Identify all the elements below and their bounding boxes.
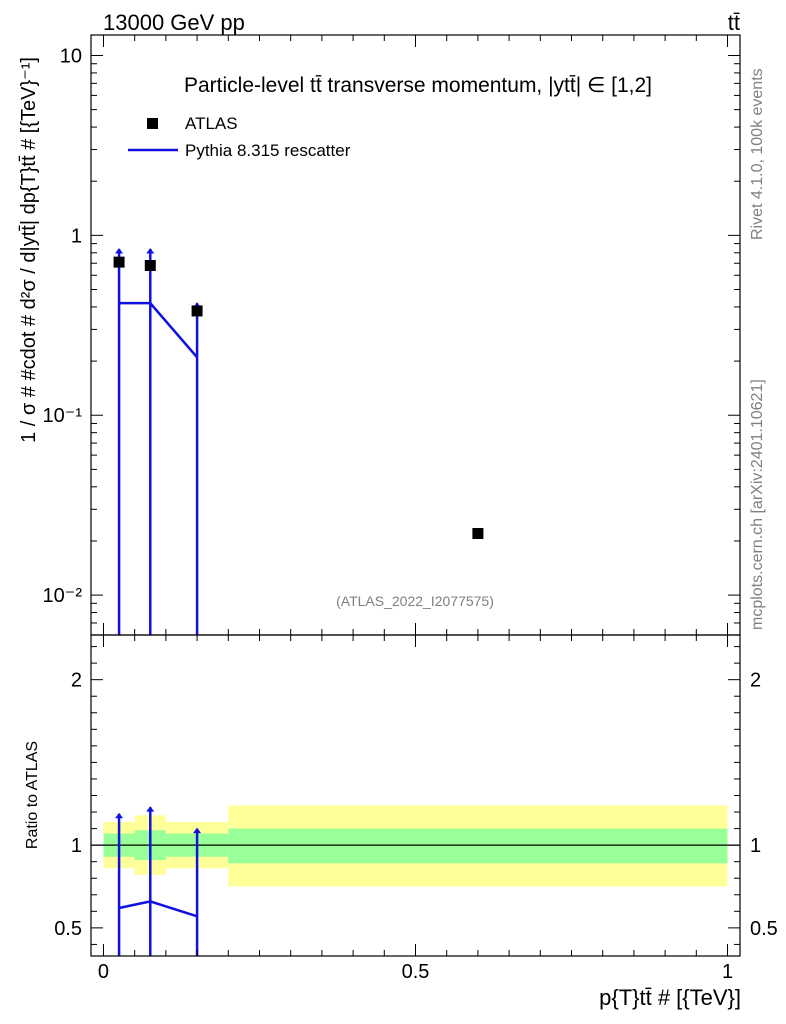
header-left: 13000 GeV pp	[103, 10, 245, 35]
pythia-error-cap	[146, 248, 155, 254]
ratio-error-cap	[193, 827, 202, 834]
main-y-tick-label: 10⁻¹	[43, 405, 83, 427]
main-panel: 10 1 10⁻¹ 10⁻² Particle-level tt̄ transvers…	[18, 34, 741, 636]
x-axis-label: p{T}tt̄ # [{TeV}]	[599, 985, 741, 1010]
ratio-y-tick-label-right: 0.5	[750, 918, 778, 940]
main-y-tick-label: 10⁻²	[43, 585, 83, 607]
atlas-data-point	[191, 305, 203, 317]
main-y-tick-label: 1	[71, 225, 82, 247]
ratio-frame	[90, 634, 741, 957]
ratio-y-tick-label-right: 2	[750, 670, 761, 692]
header-right: tt̄	[728, 10, 740, 35]
atlas-data-point	[113, 256, 125, 268]
ratio-y-tick-label: 1	[71, 835, 82, 857]
ratio-y-axis-label: Ratio to ATLAS	[24, 741, 41, 849]
atlas-data-point	[472, 528, 484, 540]
analysis-watermark: (ATLAS_2022_I2077575)	[336, 593, 494, 609]
ratio-ticks: 0.5 0.5 1 1 2 2 0 0.5 1	[54, 635, 778, 983]
ratio-panel: 0.5 0.5 1 1 2 2 0 0.5 1 Ratio to ATLAS p{T}tt̄ #…	[24, 634, 778, 1010]
legend-pythia-label: Pythia 8.315 rescatter	[185, 141, 351, 160]
rivet-version-label: Rivet 4.1.0, 100k events	[749, 68, 766, 240]
ratio-series	[115, 806, 202, 956]
chart-title: Particle-level tt̄ transverse momentum, …	[184, 74, 652, 97]
ratio-pythia-line	[118, 900, 198, 918]
ratio-band-stat	[228, 828, 728, 864]
ratio-error-cap	[115, 812, 124, 819]
pythia-line	[119, 301, 199, 359]
mcplots-label: mcplots.cern.ch [arXiv:2401.10621]	[749, 379, 766, 630]
legend-atlas-label: ATLAS	[185, 114, 238, 133]
ratio-y-tick-label: 2	[71, 670, 82, 692]
main-ticks: 10 1 10⁻¹ 10⁻²	[43, 35, 740, 636]
pythia-error-cap	[115, 248, 124, 254]
ratio-y-tick-label-right: 1	[750, 835, 761, 857]
x-tick-label: 0.5	[402, 961, 430, 983]
x-tick-label: 0	[98, 961, 109, 983]
main-y-axis-label: 1 / σ # #cdot # d²σ / d|ytt̄| dp{T}tt̄ #…	[18, 57, 40, 443]
main-y-tick-label: 10	[60, 45, 82, 67]
legend-atlas-marker	[147, 118, 158, 129]
main-series	[113, 248, 484, 635]
legend: ATLAS Pythia 8.315 rescatter	[128, 114, 351, 160]
x-tick-label: 1	[722, 961, 733, 983]
atlas-data-point	[144, 259, 156, 271]
ratio-y-tick-label: 0.5	[54, 918, 82, 940]
ratio-error-cap	[146, 806, 155, 812]
